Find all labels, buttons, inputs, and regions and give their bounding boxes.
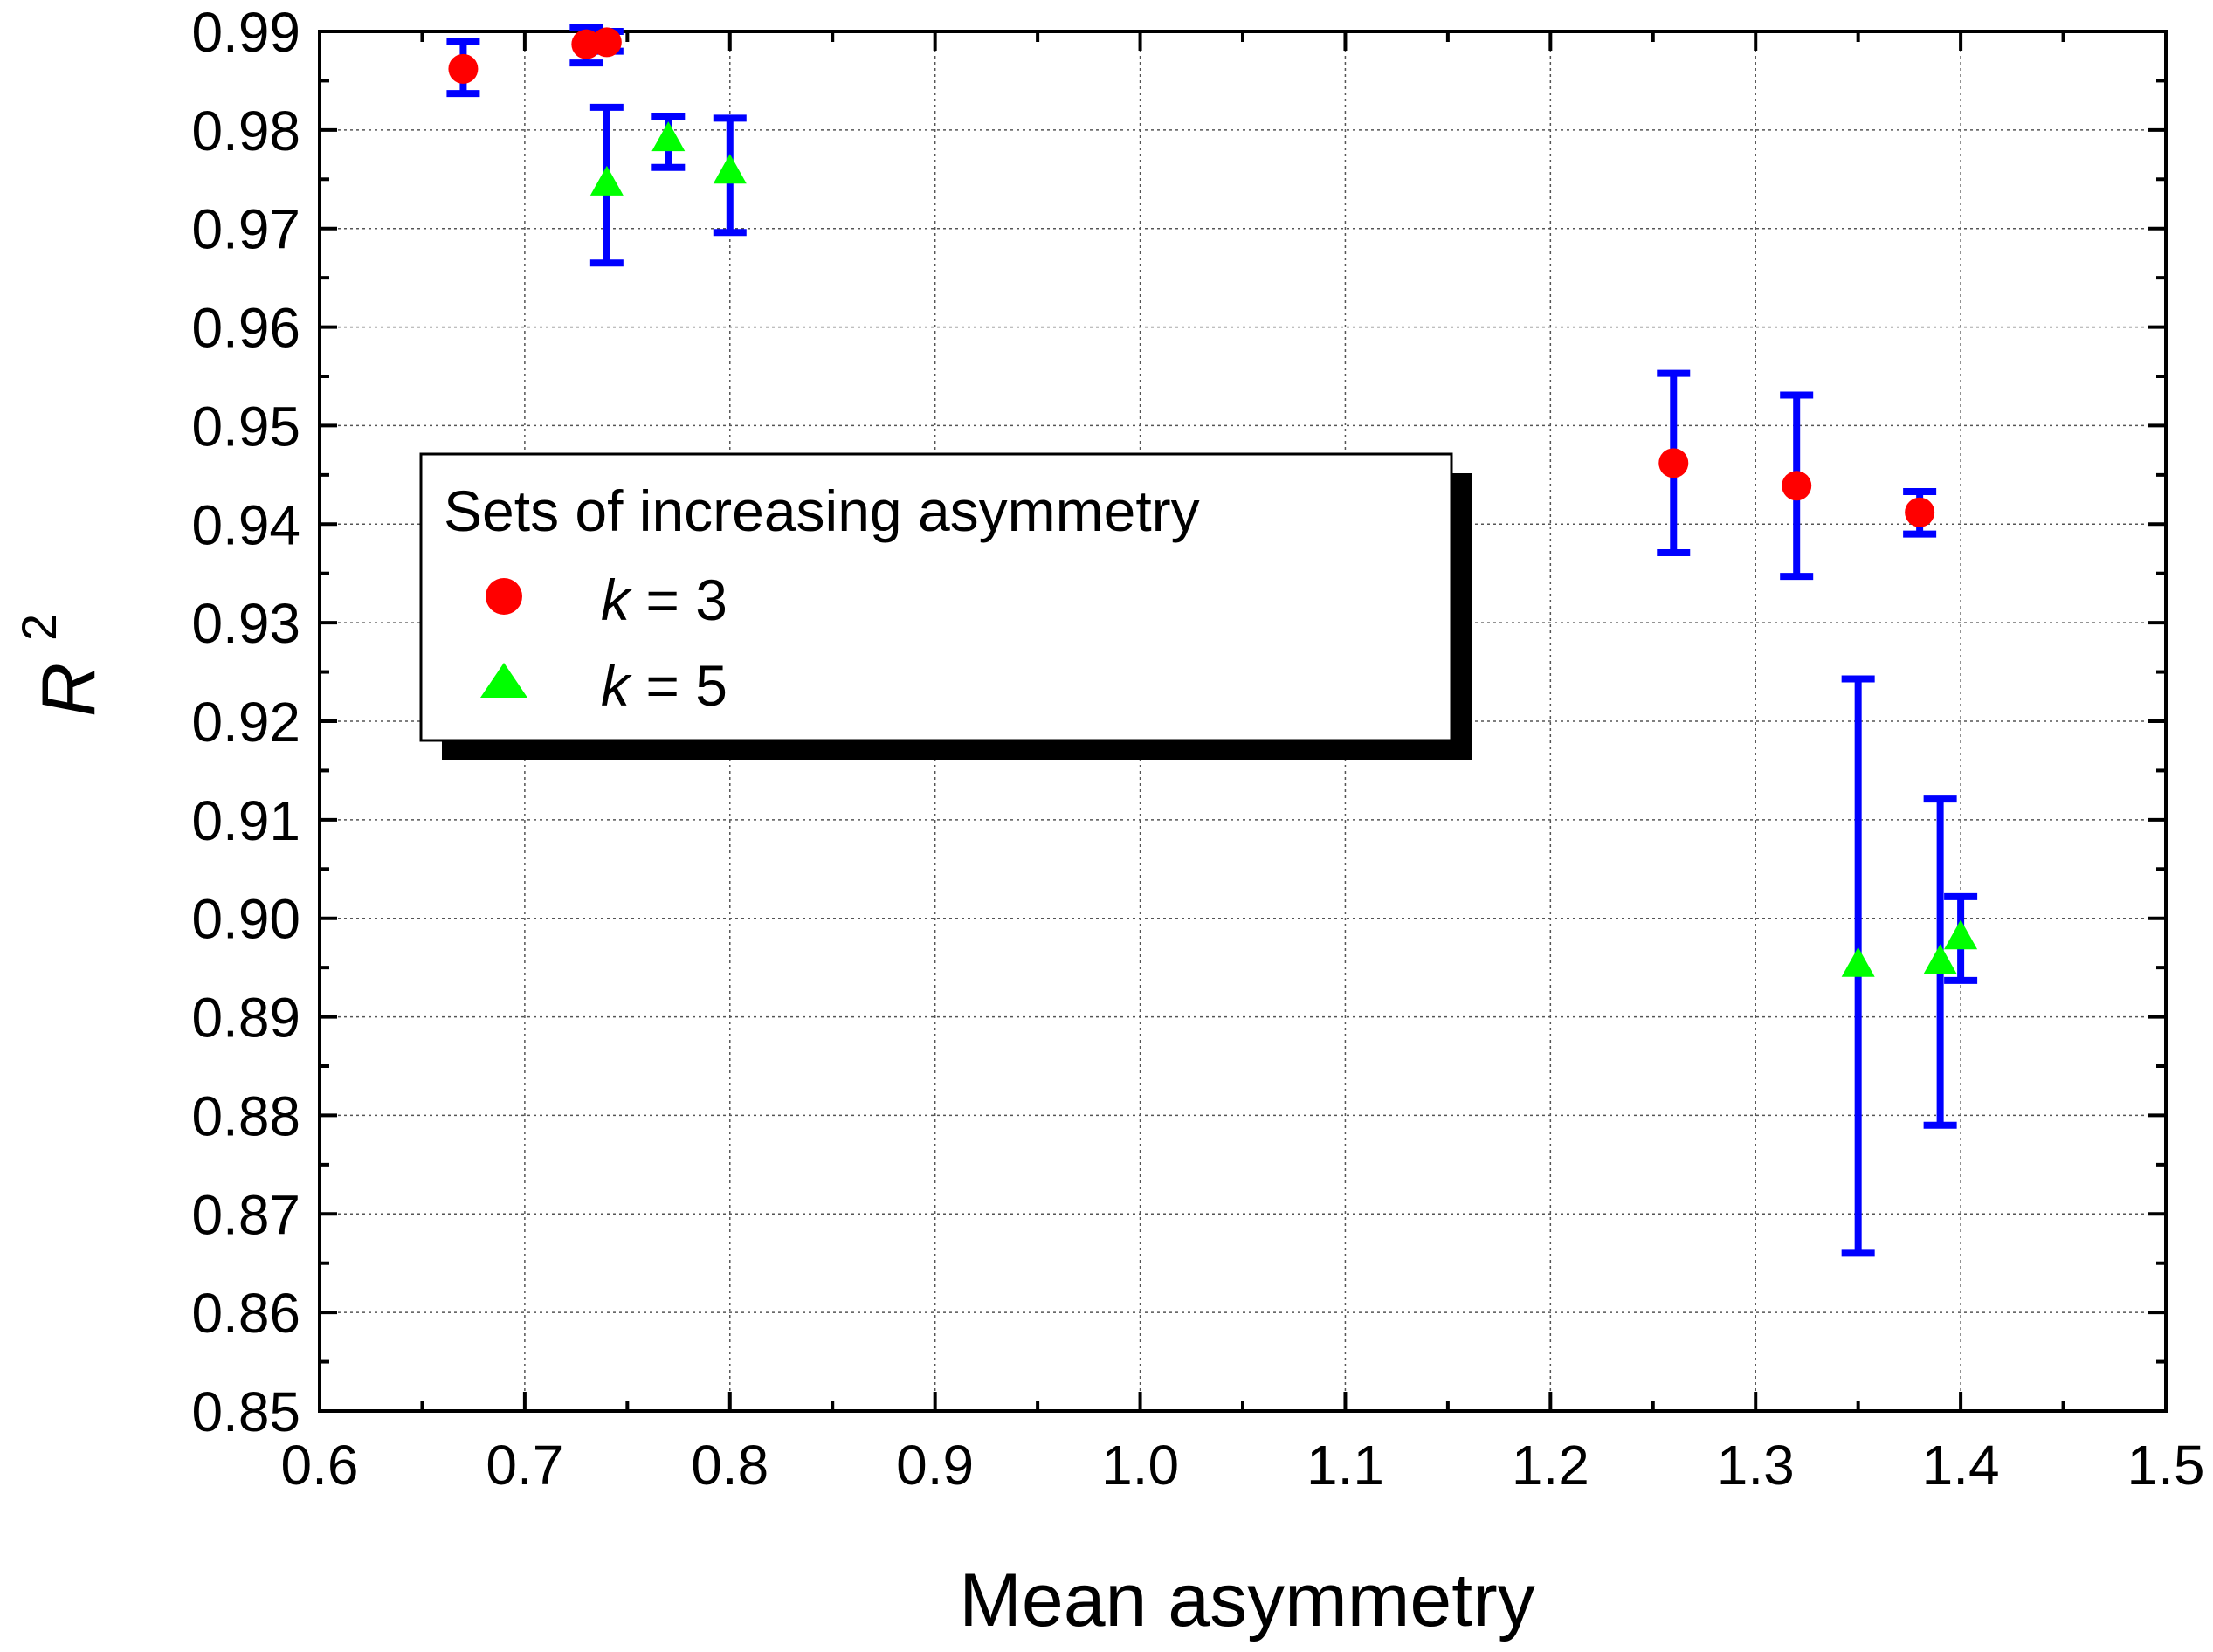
y-tick-label: 0.97 [191,198,300,261]
data-point-k5 [651,121,686,152]
legend-label-k5: k = 5 [601,653,727,718]
x-axis-title: Mean asymmetry [959,1559,1535,1642]
data-point-k5 [589,165,624,196]
x-tick-label: 1.5 [2127,1434,2205,1497]
x-tick-label: 1.3 [1717,1434,1795,1497]
y-tick-label: 0.85 [191,1380,300,1443]
data-markers [448,27,1978,977]
data-point-k5 [1841,946,1875,977]
data-point-k3 [1782,471,1812,501]
y-tick-label: 0.87 [191,1183,300,1246]
legend-marker-k3 [486,578,522,615]
data-point-k5 [1944,919,1978,950]
legend-box [419,452,1453,742]
y-tick-label: 0.86 [191,1282,300,1345]
legend-label-k3-italic: k [601,568,632,632]
legend-title: Sets of increasing asymmetry [444,478,1200,543]
y-axis-title-superscript: 2 [11,614,66,641]
legend-label-k5-rest: = 5 [630,653,727,718]
y-tick-label: 0.99 [191,1,300,64]
y-axis-title: R 2 [11,614,111,717]
y-tick-label: 0.98 [191,100,300,162]
y-axis-title-main: R [27,663,111,717]
x-tick-label: 1.0 [1101,1434,1179,1497]
data-point-k3 [1658,448,1689,478]
y-tick-label: 0.88 [191,1084,300,1147]
axis-ticks [318,30,2168,1413]
y-tick-label: 0.92 [191,691,300,754]
x-tick-label: 1.4 [1922,1434,2000,1497]
legend: Sets of increasing asymmetry k = 3 k = 5 [419,452,1472,760]
data-point-k3 [1905,497,1935,527]
legend-label-k3-rest: = 3 [630,568,727,632]
x-tick-label: 0.6 [281,1434,359,1497]
data-point-k3 [591,27,622,58]
data-point-k5 [1923,944,1957,974]
tick-labels: 0.85 0.86 0.87 0.88 0.89 0.90 0.91 0.92 0.93 0.94… [191,1,2204,1497]
y-tick-label: 0.96 [191,297,300,360]
x-tick-label: 1.2 [1512,1434,1589,1497]
data-point-k5 [713,154,747,184]
legend-label-k5-italic: k [601,653,632,718]
y-tick-label: 0.91 [191,789,300,852]
x-tick-label: 0.7 [486,1434,563,1497]
x-tick-label: 1.1 [1306,1434,1384,1497]
y-tick-label: 0.95 [191,395,300,458]
legend-label-k3: k = 3 [601,568,727,632]
y-tick-label: 0.93 [191,592,300,655]
x-tick-label: 0.9 [896,1434,974,1497]
x-tick-label: 0.8 [691,1434,769,1497]
y-tick-label: 0.94 [191,493,300,556]
data-point-k3 [448,53,479,84]
legend-marker-k5 [480,663,527,698]
y-tick-label: 0.90 [191,888,300,951]
y-tick-label: 0.89 [191,987,300,1050]
